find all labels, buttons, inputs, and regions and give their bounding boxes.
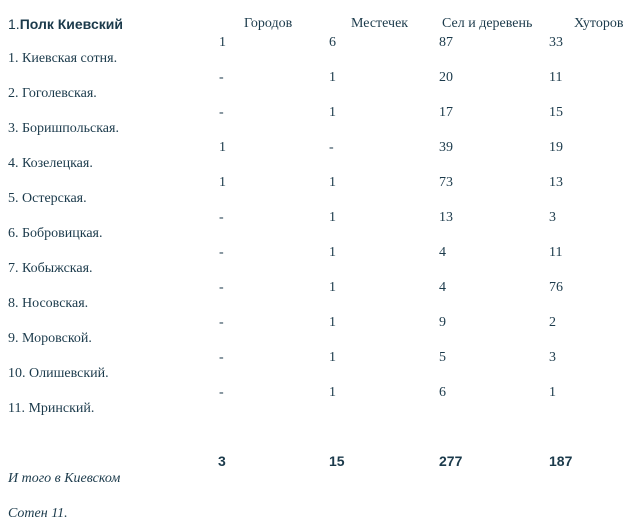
header-farmsteads: Хуторов bbox=[574, 16, 624, 31]
farmsteads-cell: 15 bbox=[549, 105, 563, 120]
villages-cell: 6 bbox=[439, 385, 446, 400]
villages-cell: 17 bbox=[439, 105, 453, 120]
townlets-cell: 1 bbox=[329, 105, 336, 120]
villages-cell: 4 bbox=[439, 245, 446, 260]
villages-cell: 4 bbox=[439, 280, 446, 295]
regiment-number: 1. bbox=[8, 16, 20, 32]
townlets-cell: 1 bbox=[329, 245, 336, 260]
towns-cell: - bbox=[219, 385, 224, 400]
towns-cell: - bbox=[219, 70, 224, 85]
townlets-cell: 1 bbox=[329, 385, 336, 400]
sotnya-label: 4. Козелецкая. bbox=[8, 156, 93, 171]
farmsteads-cell: 2 bbox=[549, 315, 556, 330]
farmsteads-cell: 3 bbox=[549, 350, 556, 365]
villages-cell: 73 bbox=[439, 175, 453, 190]
villages-cell: 39 bbox=[439, 140, 453, 155]
header-towns: Городов bbox=[244, 16, 293, 31]
sotnya-label: 6. Бобровицкая. bbox=[8, 226, 103, 241]
farmsteads-cell: 11 bbox=[549, 70, 563, 85]
towns-cell: - bbox=[219, 315, 224, 330]
regiment-name: Полк Киевский bbox=[19, 16, 123, 32]
townlets-cell: 1 bbox=[329, 210, 336, 225]
townlets-cell: 6 bbox=[329, 35, 336, 50]
townlets-cell: 1 bbox=[329, 315, 336, 330]
farmsteads-cell: 11 bbox=[549, 245, 563, 260]
villages-cell: 5 bbox=[439, 350, 446, 365]
sotnya-label: 11. Мринский. bbox=[8, 401, 95, 416]
towns-cell: - bbox=[219, 105, 224, 120]
footer-total-label: И того в Киевском bbox=[8, 471, 121, 486]
sotnya-label: 3. Боришпольская. bbox=[8, 121, 119, 136]
total-townlets: 15 bbox=[329, 453, 345, 469]
towns-cell: - bbox=[219, 280, 224, 295]
towns-cell: - bbox=[219, 245, 224, 260]
sotnya-label: 1. Киевская сотня. bbox=[8, 51, 118, 66]
towns-cell: - bbox=[219, 210, 224, 225]
townlets-cell: - bbox=[329, 140, 334, 155]
villages-cell: 9 bbox=[439, 315, 446, 330]
sotnya-label: 10. Олишевский. bbox=[8, 366, 109, 381]
header-townlets: Местечек bbox=[351, 16, 409, 31]
sotnya-label: 8. Носовская. bbox=[8, 296, 89, 311]
towns-cell: 1 bbox=[219, 175, 226, 190]
farmsteads-cell: 3 bbox=[549, 210, 556, 225]
sotnya-label: 5. Остерская. bbox=[8, 191, 87, 206]
total-farmsteads: 187 bbox=[549, 453, 573, 469]
sotnya-label: 9. Моровской. bbox=[8, 331, 92, 346]
footer-sotni-count: Сотен 11. bbox=[8, 506, 68, 521]
townlets-cell: 1 bbox=[329, 175, 336, 190]
header-villages: Сел и деревень bbox=[442, 16, 533, 31]
townlets-cell: 1 bbox=[329, 280, 336, 295]
townlets-cell: 1 bbox=[329, 350, 336, 365]
sotnya-label: 7. Кобыжская. bbox=[8, 261, 93, 276]
farmsteads-cell: 19 bbox=[549, 140, 563, 155]
total-towns: 3 bbox=[218, 453, 226, 469]
townlets-cell: 1 bbox=[329, 70, 336, 85]
total-villages: 277 bbox=[439, 453, 463, 469]
regiment-title: 1.Полк Киевский bbox=[8, 16, 123, 34]
farmsteads-cell: 76 bbox=[549, 280, 563, 295]
farmsteads-cell: 1 bbox=[549, 385, 556, 400]
villages-cell: 87 bbox=[439, 35, 453, 50]
villages-cell: 20 bbox=[439, 70, 453, 85]
farmsteads-cell: 13 bbox=[549, 175, 563, 190]
farmsteads-cell: 33 bbox=[549, 35, 563, 50]
sotnya-label: 2. Гоголевская. bbox=[8, 86, 97, 101]
towns-cell: 1 bbox=[219, 140, 226, 155]
towns-cell: - bbox=[219, 350, 224, 365]
villages-cell: 13 bbox=[439, 210, 453, 225]
towns-cell: 1 bbox=[219, 35, 226, 50]
